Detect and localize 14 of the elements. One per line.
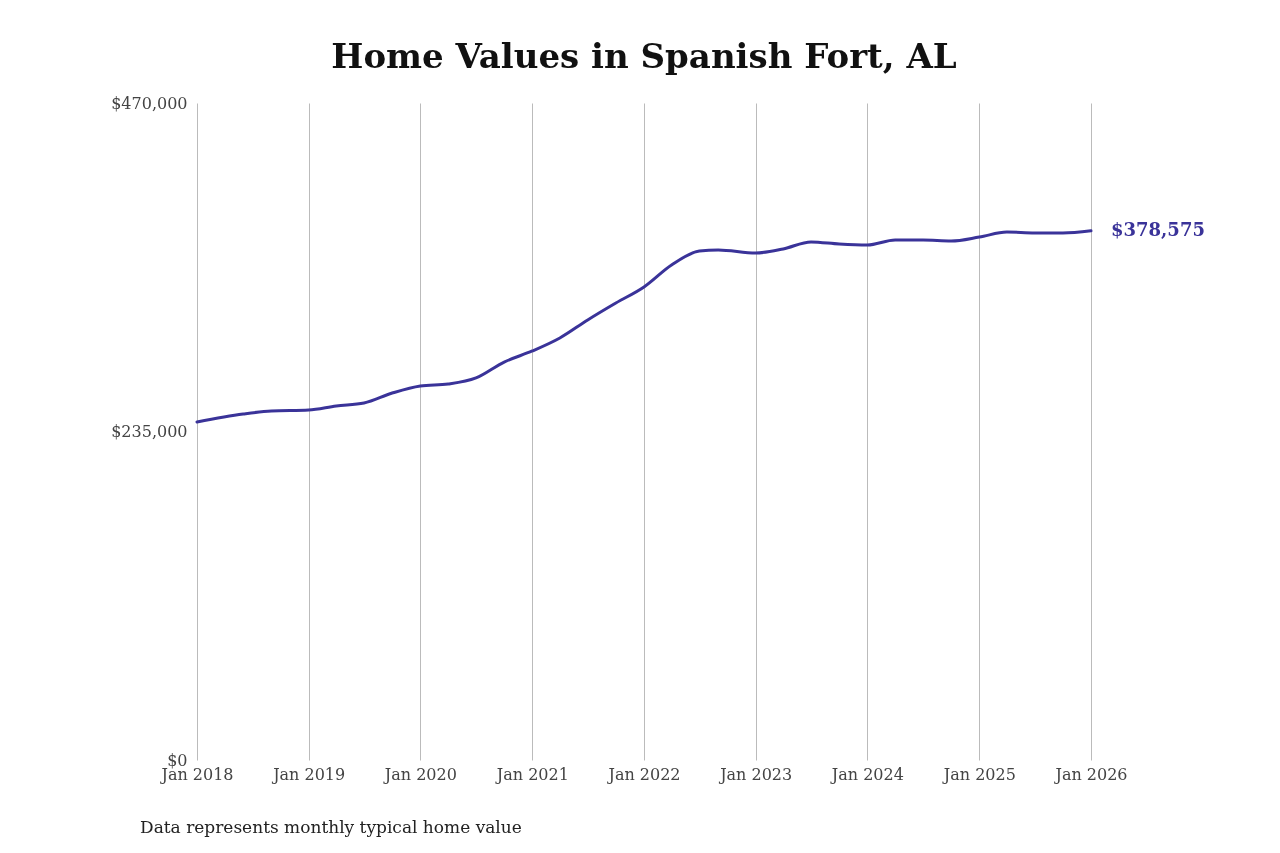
x-tick-label: Jan 2021 bbox=[494, 764, 569, 784]
x-tick-label: Jan 2019 bbox=[271, 764, 346, 784]
x-tick-label: Jan 2026 bbox=[1053, 764, 1128, 784]
x-tick-label: Jan 2025 bbox=[941, 764, 1016, 784]
x-tick-label: Jan 2020 bbox=[382, 764, 457, 784]
line-series bbox=[195, 229, 1093, 424]
annotation: $378,575 bbox=[1111, 218, 1205, 240]
y-tick-label: $235,000 bbox=[111, 422, 188, 441]
x-tick-label: Jan 2022 bbox=[606, 764, 681, 784]
x-tick-label: Jan 2023 bbox=[718, 764, 793, 784]
text: Data represents monthly typical home value bbox=[140, 817, 522, 837]
chart-title: Home Values in Spanish Fort, AL bbox=[331, 36, 957, 76]
y-tick-label: $470,000 bbox=[111, 93, 188, 113]
x-tick-label: Jan 2024 bbox=[829, 764, 904, 784]
